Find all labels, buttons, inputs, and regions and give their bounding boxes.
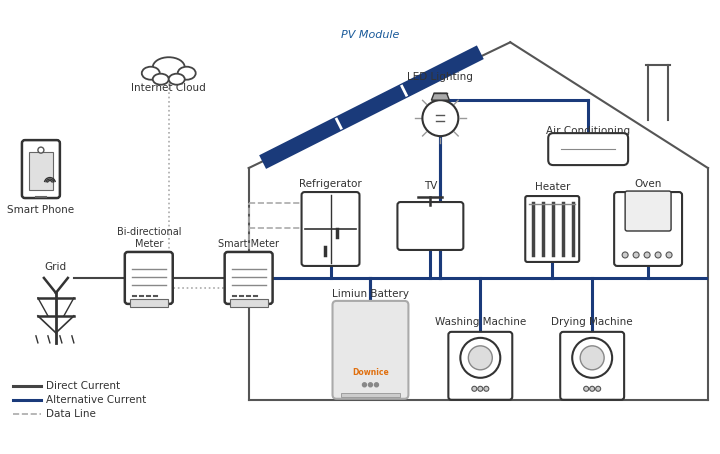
Circle shape [595,386,600,391]
Circle shape [655,252,661,258]
Bar [29,152,53,190]
Text: Smart Phone: Smart Phone [7,205,74,215]
Text: Heater: Heater [534,182,570,192]
Circle shape [572,338,612,378]
FancyBboxPatch shape [397,202,464,250]
FancyBboxPatch shape [614,192,682,266]
FancyBboxPatch shape [526,196,579,262]
Circle shape [484,386,489,391]
Circle shape [580,346,604,370]
Text: LED Lighting: LED Lighting [408,72,473,82]
Circle shape [362,383,366,387]
FancyBboxPatch shape [302,192,359,266]
Circle shape [633,252,639,258]
FancyBboxPatch shape [548,133,628,165]
Circle shape [644,252,650,258]
Text: Washing Machine: Washing Machine [435,317,526,327]
Text: Alternative Current: Alternative Current [46,395,146,405]
Bar [130,299,168,307]
Ellipse shape [168,74,185,85]
FancyBboxPatch shape [625,191,671,231]
Ellipse shape [153,74,168,85]
Polygon shape [431,93,449,100]
Text: Air Conditioning: Air Conditioning [546,126,630,136]
Circle shape [622,252,628,258]
Circle shape [369,383,372,387]
Circle shape [666,252,672,258]
Circle shape [374,383,379,387]
Text: Bi-directional
Meter: Bi-directional Meter [117,227,181,249]
Text: TV: TV [423,181,437,191]
Circle shape [468,346,492,370]
Text: Drying Machine: Drying Machine [552,317,633,327]
Circle shape [460,338,500,378]
FancyBboxPatch shape [560,332,624,400]
FancyBboxPatch shape [449,332,512,400]
Text: Limiun Battery: Limiun Battery [332,289,409,299]
Text: Smart Meter: Smart Meter [218,239,279,249]
Ellipse shape [142,67,160,80]
FancyBboxPatch shape [125,252,173,304]
Ellipse shape [178,67,196,80]
Bar [341,393,400,397]
Text: Internet Cloud: Internet Cloud [131,83,206,93]
Text: Grid: Grid [45,262,67,272]
Text: Downice: Downice [352,368,389,377]
Circle shape [472,386,477,391]
FancyBboxPatch shape [22,140,60,198]
Ellipse shape [153,57,185,77]
Circle shape [584,386,589,391]
Circle shape [590,386,595,391]
Text: Data Line: Data Line [46,409,96,419]
Circle shape [478,386,483,391]
Circle shape [423,100,459,136]
Text: Refrigerator: Refrigerator [299,179,362,189]
Text: Direct Current: Direct Current [46,381,120,391]
FancyBboxPatch shape [333,301,408,399]
Bar [230,299,268,307]
Circle shape [38,147,44,153]
FancyBboxPatch shape [225,252,273,304]
Text: Oven: Oven [634,179,662,189]
Text: PV Module: PV Module [341,30,400,40]
